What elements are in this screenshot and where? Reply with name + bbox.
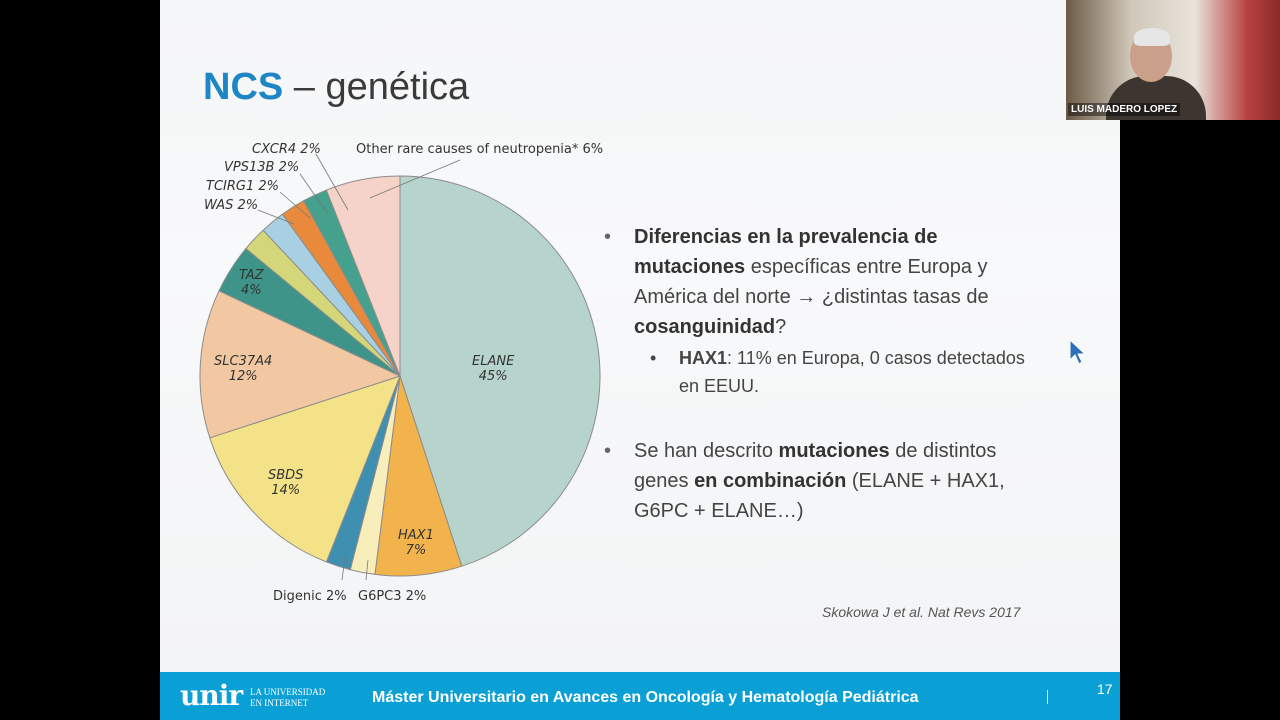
unir-logo: unir	[180, 679, 243, 712]
leader-line	[279, 191, 311, 219]
label-other: Other rare causes of neutropenia* 6%	[356, 142, 604, 157]
pie-slice-slc37a4	[199, 290, 402, 439]
leader-line	[341, 549, 347, 581]
label-slc37a4: SLC37A4 12%	[214, 354, 273, 384]
label-sbds: SBDS 14%	[268, 468, 304, 498]
label-digenic: Digenic 2%	[273, 589, 347, 604]
logo-tagline: LA UNIVERSIDAD EN INTERNET	[250, 687, 326, 708]
leader-line	[369, 159, 461, 199]
leader-line	[365, 559, 369, 581]
footer-divider	[1047, 690, 1048, 704]
bullet-prevalence: Diferencias en la prevalencia de mutacio…	[600, 222, 1040, 342]
label-hax1: HAX1 7%	[398, 528, 434, 558]
slide-footer: unir LA UNIVERSIDAD EN INTERNET Máster Un…	[160, 672, 1120, 720]
pie-slice-other-rare-causes-of-neutropenia	[325, 175, 401, 377]
subbullet-hax1: HAX1: 11% en Europa, 0 casos detectados …	[600, 344, 1040, 400]
slide-title: NCS – genética	[203, 66, 470, 108]
bullet-combination: Se han descrito mutaciones de distintos …	[600, 436, 1040, 526]
speaker-hair	[1134, 28, 1170, 46]
pie-slice-elane	[399, 175, 601, 567]
label-was: WAS 2%	[204, 198, 259, 213]
bullet-list: Diferencias en la prevalencia de mutacio…	[600, 222, 1040, 526]
label-cxcr4: CXCR4 2%	[252, 142, 321, 157]
leader-line	[315, 153, 349, 211]
label-vps13b: VPS13B 2%	[224, 160, 300, 175]
mouse-cursor-icon	[1069, 338, 1087, 365]
leader-line	[257, 209, 295, 225]
speaker-name: LUIS MADERO LOPEZ	[1068, 103, 1181, 116]
course-title: Máster Universitario en Avances en Oncol…	[372, 689, 919, 706]
label-elane: ELANE 45%	[472, 354, 515, 384]
page-number: 17	[1097, 681, 1113, 697]
pie-chart	[199, 153, 601, 581]
label-g6pc3: G6PC3 2%	[358, 589, 427, 604]
presentation-slide: NCS – genética ELANE 45% HAX1 7% SBDS 14% S…	[160, 0, 1120, 720]
citation: Skokowa J et al. Nat Revs 2017	[822, 604, 1021, 620]
leader-line	[299, 173, 329, 215]
speaker-body	[1106, 76, 1206, 120]
pie-chart-area: ELANE 45% HAX1 7% SBDS 14% SLC37A4 12% TAZ 4%…	[160, 120, 640, 620]
webcam-thumbnail[interactable]: LUIS MADERO LOPEZ	[1066, 0, 1280, 120]
label-tcirg1: TCIRG1 2%	[206, 179, 279, 194]
label-taz: TAZ 4%	[239, 268, 264, 298]
